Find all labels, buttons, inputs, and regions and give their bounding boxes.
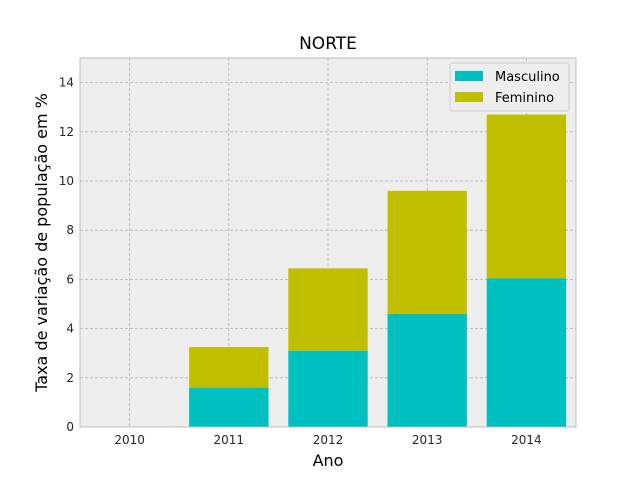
y-tick-label: 14 — [59, 76, 74, 90]
y-tick-labels: 0 2 4 6 8 10 12 14 — [59, 76, 74, 434]
bars — [189, 114, 567, 427]
y-tick-label: 6 — [66, 272, 74, 286]
bar-masculino-2012 — [288, 350, 368, 427]
x-tick-labels: 2010 2011 2012 2013 2014 — [114, 433, 541, 447]
bar-feminino-2012 — [288, 268, 368, 351]
x-axis-label: Ano — [313, 451, 344, 470]
x-tick-label: 2010 — [114, 433, 145, 447]
y-tick-label: 12 — [59, 125, 74, 139]
legend: Masculino Feminino — [449, 62, 570, 112]
bar-feminino-2011 — [189, 347, 269, 388]
legend-swatch — [455, 92, 483, 102]
y-tick-label: 0 — [66, 420, 74, 434]
bar-masculino-2013 — [387, 313, 467, 427]
bar-feminino-2014 — [486, 114, 567, 279]
y-tick-label: 10 — [59, 174, 74, 188]
plot-frame — [79, 57, 577, 428]
y-tick-label: 8 — [66, 223, 74, 237]
x-tick-label: 2014 — [511, 433, 542, 447]
bar-feminino-2013 — [387, 190, 467, 314]
y-tick-label: 4 — [66, 322, 74, 336]
x-tick-label: 2013 — [412, 433, 443, 447]
legend-label: Masculino — [495, 70, 560, 85]
bar-masculino-2014 — [486, 278, 567, 427]
legend-swatch — [455, 71, 483, 81]
legend-label: Feminino — [495, 91, 554, 106]
x-tick-label: 2011 — [214, 433, 245, 447]
y-axis-label: Taxa de variação de população em % — [32, 93, 51, 393]
bar-masculino-2011 — [189, 387, 269, 427]
x-tick-label: 2012 — [313, 433, 344, 447]
y-tick-label: 2 — [66, 371, 74, 385]
chart-title: NORTE — [299, 34, 357, 54]
